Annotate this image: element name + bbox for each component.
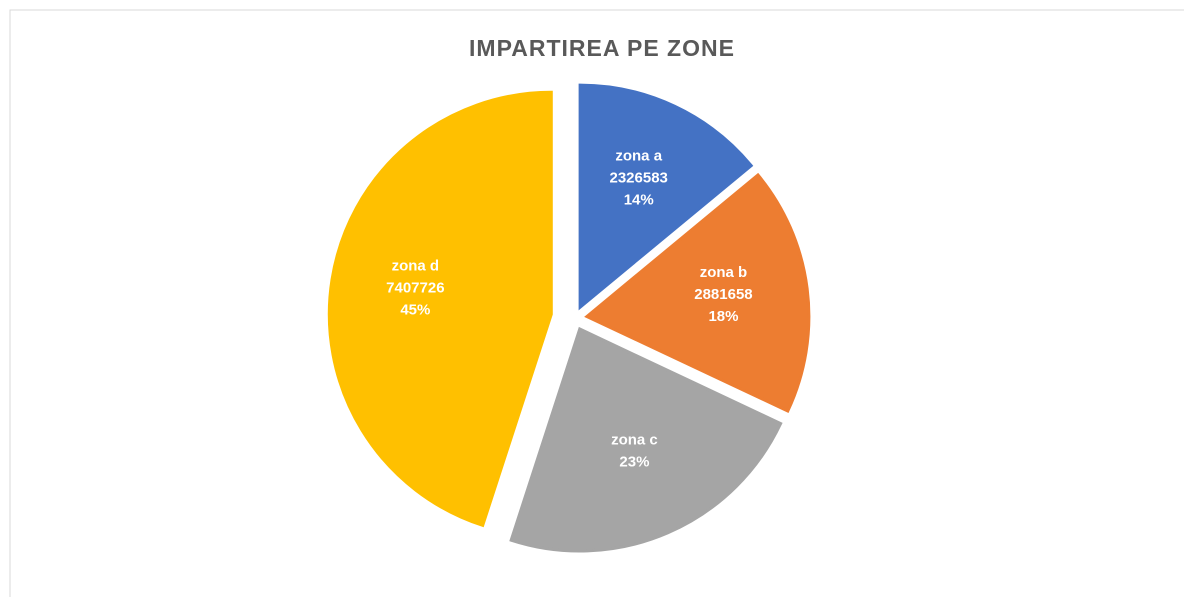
data-label: zona b 2881658 18% bbox=[694, 264, 752, 325]
label-percent: 45% bbox=[400, 302, 430, 319]
label-percent: 23% bbox=[619, 453, 649, 470]
label-amount: 7407726 bbox=[386, 280, 444, 297]
chart-title: IMPARTIREA PE ZONE bbox=[469, 35, 735, 61]
pie-slice bbox=[509, 326, 783, 553]
data-label: zona d 7407726 45% bbox=[386, 258, 444, 319]
label-percent: 18% bbox=[708, 308, 738, 325]
label-amount: 2881658 bbox=[694, 286, 752, 303]
pie-slice bbox=[578, 83, 754, 311]
label-amount: 2326583 bbox=[610, 170, 668, 187]
pie-slice bbox=[327, 90, 553, 528]
label-percent: 14% bbox=[624, 192, 654, 209]
label-category: zona a bbox=[615, 148, 662, 165]
label-category: zona d bbox=[392, 258, 440, 275]
data-label: zona a 2326583 14% bbox=[610, 148, 668, 209]
label-category: zona b bbox=[700, 264, 748, 281]
pie-slice bbox=[584, 172, 811, 414]
label-category: zona c bbox=[611, 431, 658, 448]
data-label: zona c 23% bbox=[611, 431, 658, 470]
